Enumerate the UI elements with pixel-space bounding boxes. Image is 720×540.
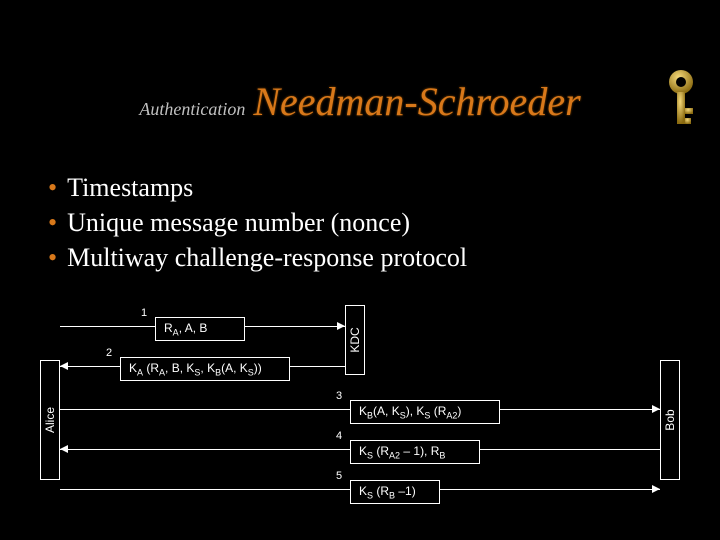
arrow-head <box>652 405 660 413</box>
header-title: Needman-Schroeder <box>253 79 580 124</box>
message-box: RA, A, B <box>155 317 245 341</box>
arrow-segment <box>245 326 345 327</box>
arrow-head <box>652 485 660 493</box>
arrow-segment <box>440 489 660 490</box>
arrow-segment <box>60 326 155 327</box>
step-number: 2 <box>106 347 112 359</box>
message-box: KB(A, KS), KS (RA2) <box>350 400 500 424</box>
bullet-dot: • <box>48 243 57 272</box>
bullet-text: Timestamps <box>67 173 193 202</box>
party-label-kdc: KDC <box>348 320 362 360</box>
party-label-alice: Alice <box>43 400 57 440</box>
header-subtitle: Authentication <box>139 99 245 119</box>
step-number: 3 <box>336 390 342 402</box>
bullet-text: Multiway challenge-response protocol <box>67 243 467 272</box>
step-number: 1 <box>141 307 147 319</box>
arrow-segment <box>60 489 350 490</box>
bullet-text: Unique message number (nonce) <box>67 208 410 237</box>
bullet-list: • Timestamps • Unique message number (nonc… <box>48 170 467 275</box>
list-item: • Multiway challenge-response protocol <box>48 240 467 275</box>
slide-header: Authentication Needman-Schroeder <box>0 78 720 125</box>
arrow-segment <box>60 449 350 450</box>
message-box: KS (RB –1) <box>350 480 440 504</box>
arrow-segment <box>480 449 660 450</box>
arrow-segment <box>500 409 660 410</box>
list-item: • Timestamps <box>48 170 467 205</box>
arrow-head <box>60 445 68 453</box>
message-box: KA (RA, B, KS, KB(A, KS)) <box>120 357 290 381</box>
step-number: 4 <box>336 430 342 442</box>
step-number: 5 <box>336 470 342 482</box>
list-item: • Unique message number (nonce) <box>48 205 467 240</box>
protocol-diagram: Alice KDC Bob 1 RA, A, B 2 KA (RA, B, KS, KB(A… <box>40 305 680 515</box>
arrow-segment <box>60 366 120 367</box>
arrow-head <box>337 322 345 330</box>
key-icon <box>660 68 702 135</box>
bullet-dot: • <box>48 208 57 237</box>
arrow-segment <box>60 409 350 410</box>
message-box: KS (RA2 – 1), RB <box>350 440 480 464</box>
bullet-dot: • <box>48 173 57 202</box>
party-label-bob: Bob <box>663 400 677 440</box>
arrow-segment <box>290 366 345 367</box>
arrow-head <box>60 362 68 370</box>
